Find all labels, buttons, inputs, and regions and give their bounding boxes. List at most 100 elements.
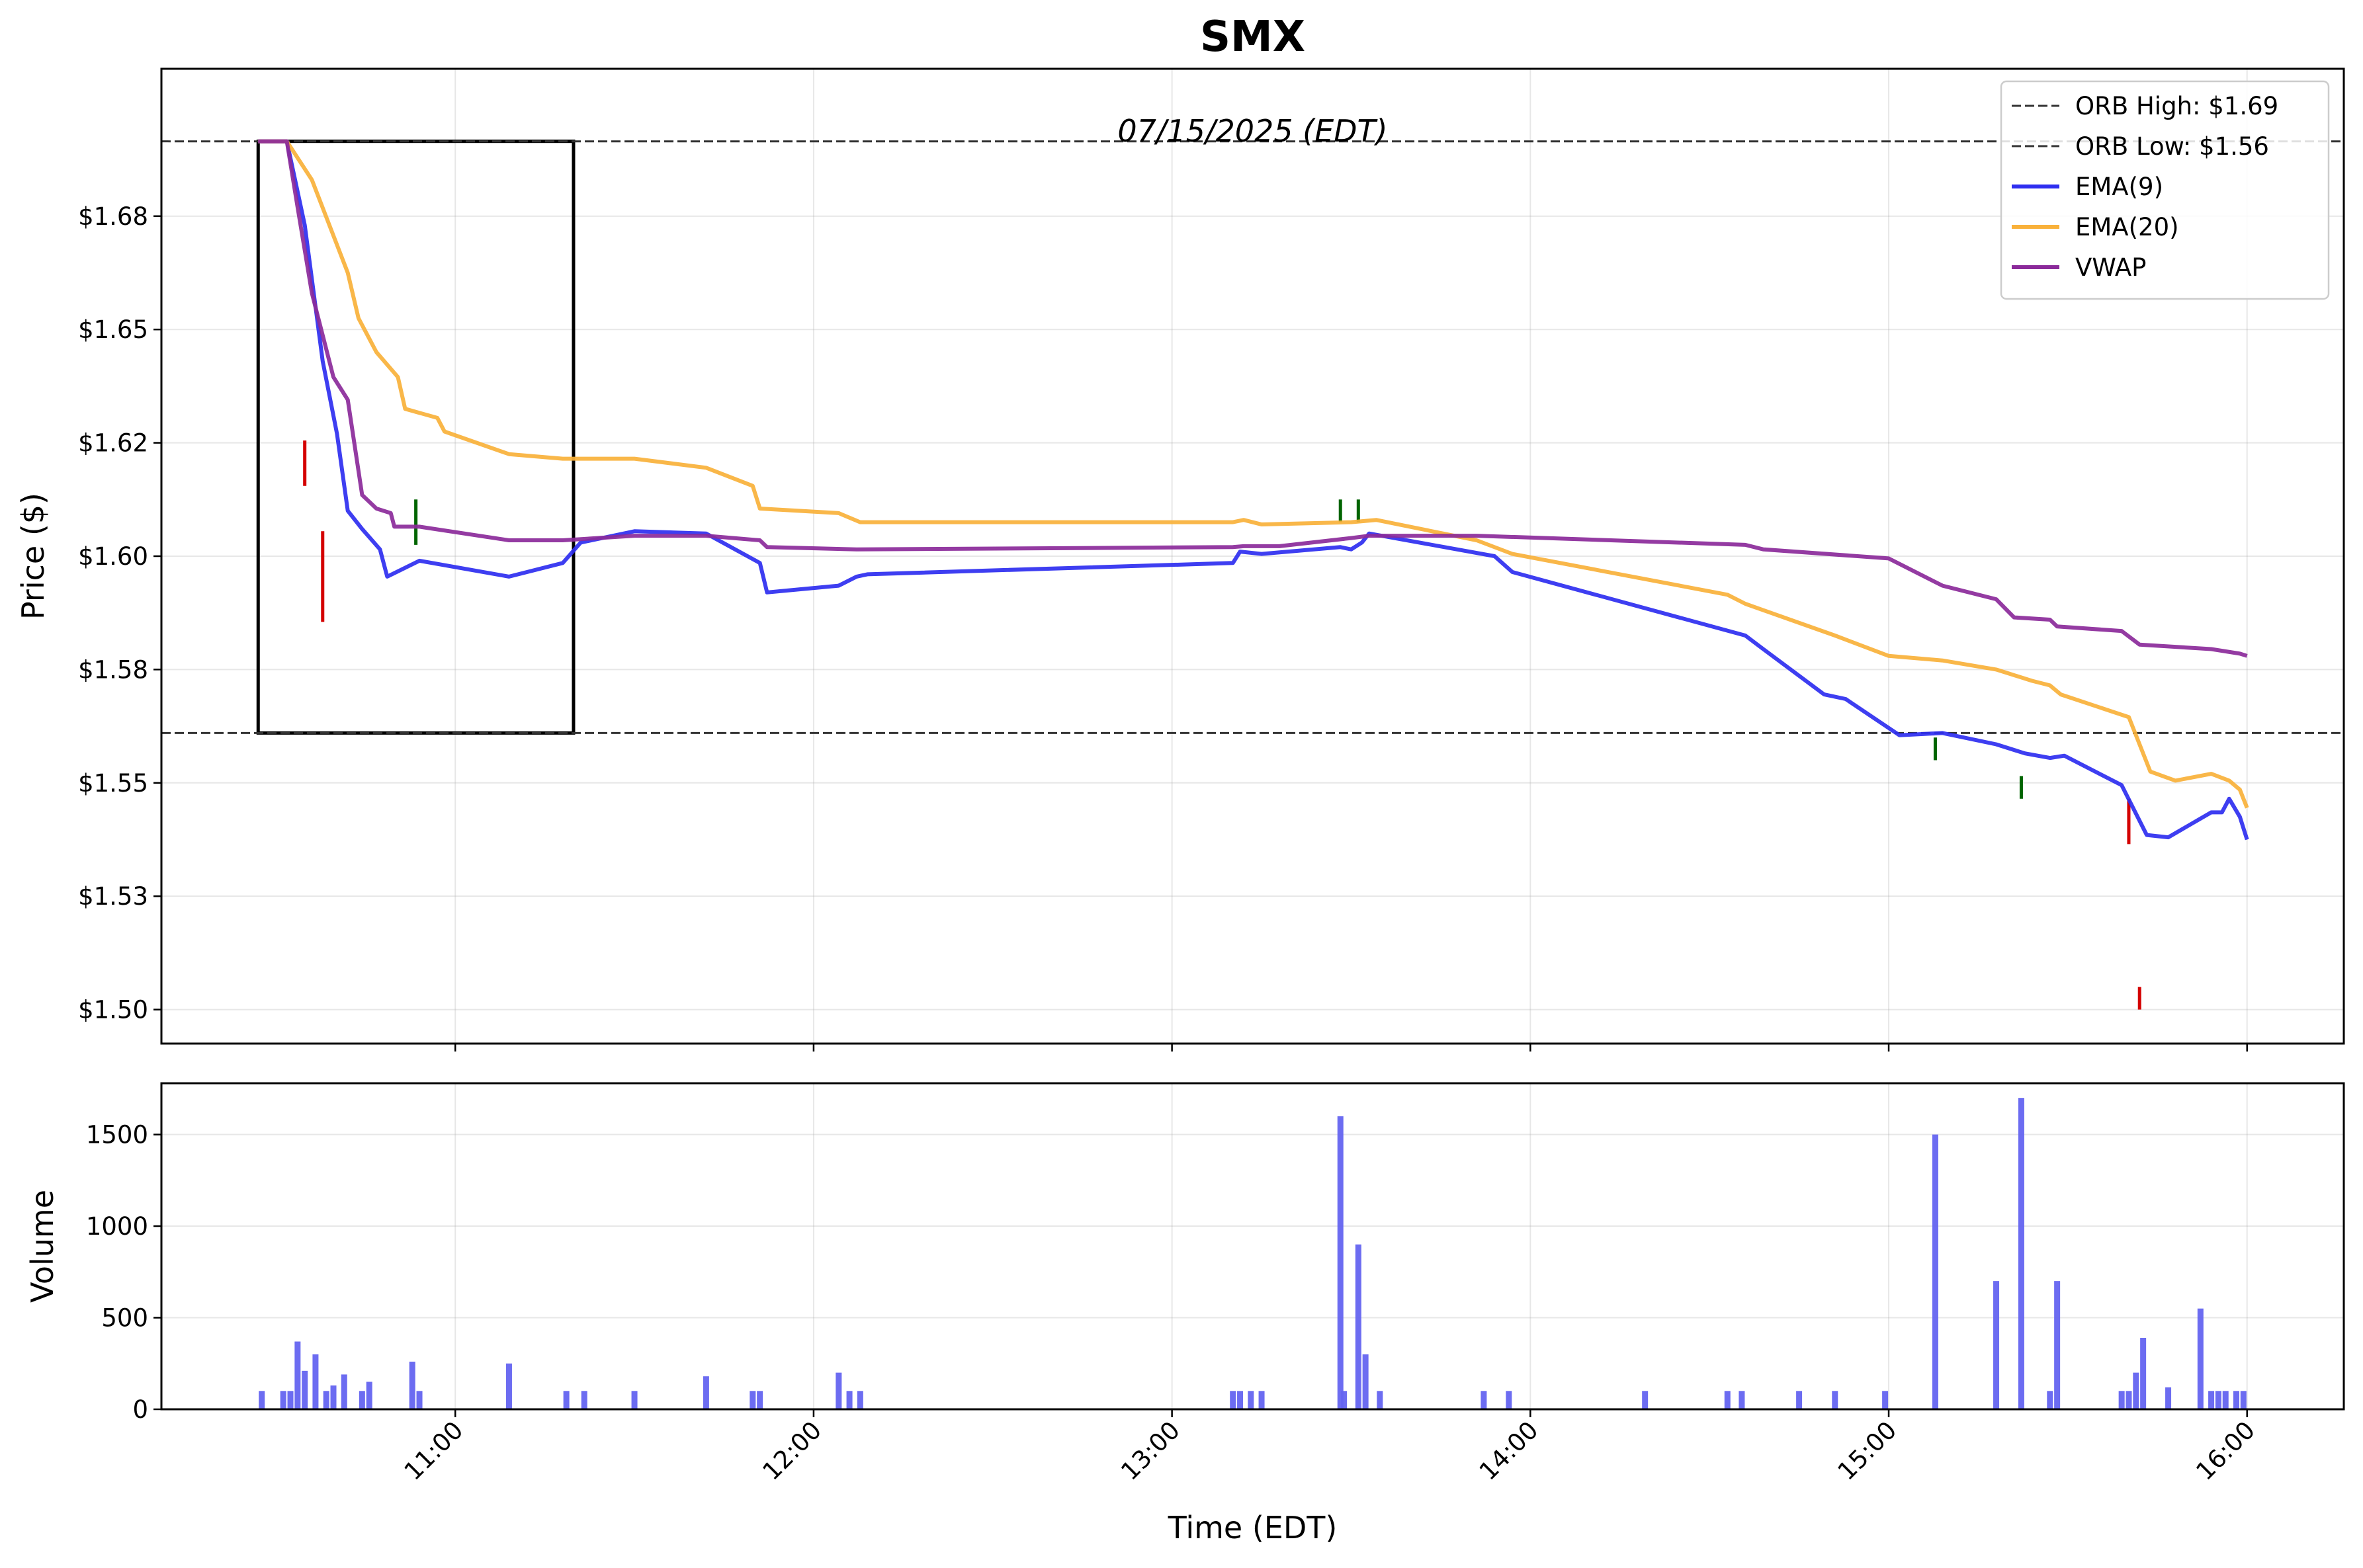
volume-bar — [1355, 1244, 1361, 1409]
volume-bar — [2240, 1391, 2247, 1409]
volume-bar — [1377, 1391, 1383, 1409]
legend-label: ORB Low: $1.56 — [2075, 132, 2269, 161]
volume-gridlines — [161, 1083, 2344, 1410]
volume-bar — [409, 1361, 415, 1409]
volume-bar — [1230, 1391, 1236, 1409]
volume-bar — [259, 1391, 265, 1409]
x-ticks: 11:00 12:00 13:00 14:00 15:00 16:00 — [399, 1044, 2260, 1486]
volume-y-tick-label: 1500 — [86, 1121, 148, 1149]
price-y-tick-label: $1.50 — [78, 996, 148, 1024]
legend-box — [2000, 80, 2330, 300]
volume-bar — [2118, 1391, 2125, 1409]
legend-label: ORB High: $1.69 — [2075, 92, 2278, 120]
volume-y-tick-label: 1000 — [86, 1212, 148, 1241]
volume-bar — [1724, 1391, 1731, 1409]
volume-bar — [1993, 1281, 2000, 1409]
volume-bar — [2054, 1281, 2061, 1409]
x-tick-label: 14:00 — [1474, 1416, 1544, 1486]
volume-bar — [1882, 1391, 1889, 1409]
volume-bar — [836, 1372, 842, 1409]
volume-bar — [2165, 1387, 2172, 1409]
volume-bar — [1832, 1391, 1838, 1409]
volume-bar — [2215, 1391, 2221, 1409]
volume-y-tick-label: 0 — [132, 1395, 148, 1424]
legend-label: EMA(9) — [2075, 173, 2163, 201]
signal-markers — [303, 440, 2141, 1010]
volume-bar — [323, 1391, 329, 1409]
volume-bar — [857, 1391, 863, 1409]
volume-bar — [1341, 1391, 1348, 1409]
volume-bar — [1796, 1391, 1803, 1409]
volume-bar — [581, 1391, 587, 1409]
volume-bar — [846, 1391, 853, 1409]
x-tick-label: 13:00 — [1115, 1416, 1185, 1486]
volume-bar — [302, 1370, 308, 1409]
volume-bar — [1481, 1391, 1487, 1409]
price-y-tick-label: $1.58 — [78, 655, 148, 684]
volume-bar — [280, 1391, 286, 1409]
orb-lines — [161, 140, 2344, 734]
volume-bar — [312, 1354, 319, 1409]
volume-bar — [2140, 1337, 2147, 1409]
volume-bar — [330, 1385, 337, 1409]
volume-bar — [1362, 1354, 1369, 1409]
volume-bar — [2126, 1391, 2132, 1409]
volume-bar — [2197, 1308, 2204, 1409]
price-series — [258, 139, 2249, 841]
legend-label: EMA(20) — [2075, 213, 2179, 241]
legend: ORB High: $1.69 ORB Low: $1.56 EMA(9) EMA(2… — [2000, 80, 2330, 300]
volume-bar — [2208, 1391, 2215, 1409]
volume-bar — [563, 1391, 570, 1409]
volume-bar — [703, 1376, 709, 1409]
volume-bar — [750, 1391, 756, 1409]
legend-label: VWAP — [2075, 253, 2147, 282]
volume-bar — [359, 1391, 365, 1409]
price-y-tick-label: $1.60 — [78, 542, 148, 571]
x-tick-label: 11:00 — [399, 1416, 469, 1486]
volume-bar — [1248, 1391, 1254, 1409]
volume-bar — [2233, 1391, 2239, 1409]
volume-bar — [1258, 1391, 1265, 1409]
series-line-ema-9 — [258, 139, 2249, 841]
x-tick-label: 12:00 — [757, 1416, 827, 1486]
chart-annotation: 07/15/2025 (EDT) — [1117, 113, 1387, 149]
price-y-tick-label: $1.53 — [78, 882, 148, 911]
x-axis-label: Time (EDT) — [1168, 1510, 1338, 1546]
volume-bar — [1932, 1134, 1938, 1409]
series-line-ema-20 — [258, 139, 2249, 809]
volume-bar — [1642, 1391, 1649, 1409]
x-tick-label: 16:00 — [2190, 1416, 2260, 1486]
volume-panel-frame — [160, 1082, 2345, 1411]
volume-bar — [366, 1382, 372, 1409]
volume-bar — [341, 1374, 347, 1409]
volume-bar — [2018, 1098, 2024, 1409]
volume-bar — [631, 1391, 638, 1409]
volume-bar — [757, 1391, 763, 1409]
volume-bar — [416, 1391, 423, 1409]
volume-bar — [2222, 1391, 2229, 1409]
volume-y-tick-label: 500 — [101, 1304, 148, 1333]
volume-bar — [1739, 1391, 1745, 1409]
volume-bar — [294, 1341, 301, 1409]
chart-title: SMX — [1200, 13, 1305, 62]
volume-bar — [1337, 1116, 1344, 1409]
x-tick-label: 15:00 — [1832, 1416, 1903, 1486]
price-y-tick-label: $1.55 — [78, 769, 148, 798]
volume-y-ticks: 0 500 1000 1500 — [86, 1121, 161, 1424]
volume-bar — [1237, 1391, 1244, 1409]
series-line-vwap — [258, 139, 2248, 658]
price-y-tick-label: $1.68 — [78, 202, 148, 231]
volume-bars — [259, 1098, 2247, 1409]
volume-bar — [1506, 1391, 1512, 1409]
volume-bar — [287, 1391, 294, 1409]
price-axis-label: Price ($) — [15, 493, 51, 620]
volume-bar — [505, 1363, 512, 1409]
price-y-tick-label: $1.65 — [78, 315, 148, 344]
volume-bar — [2047, 1391, 2053, 1409]
price-y-tick-label: $1.62 — [78, 429, 148, 458]
price-y-ticks: $1.50 $1.53 $1.55 $1.58 $1.60 $1.62 $1.65 $1.68 — [78, 202, 161, 1024]
volume-axis-label: Volume — [24, 1190, 60, 1303]
volume-bar — [2133, 1372, 2139, 1409]
